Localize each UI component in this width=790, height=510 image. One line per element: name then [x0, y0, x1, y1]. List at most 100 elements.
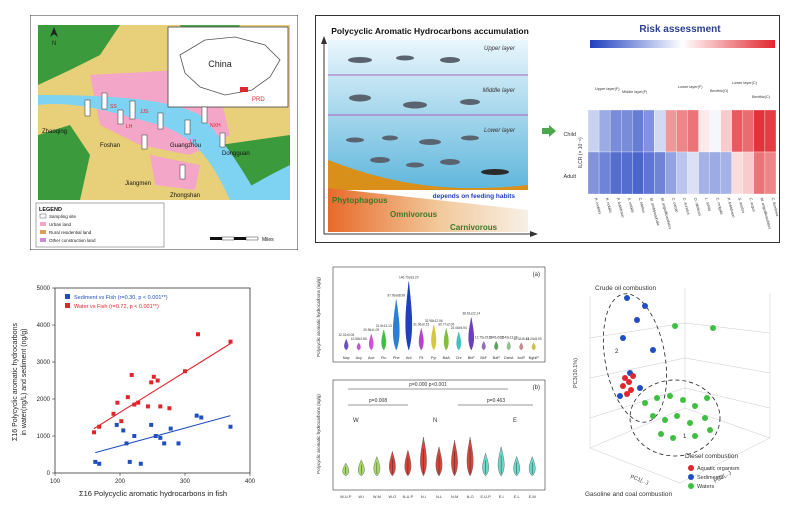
- violin-a-shape: [405, 281, 413, 351]
- x-tick-label: 400: [245, 479, 255, 485]
- risk-cell-adult: [731, 151, 743, 195]
- city-zhongshan: Zhongshan: [170, 193, 200, 199]
- legend-marker-sediment: [65, 294, 70, 299]
- pca-legend-marker-waters: [688, 483, 694, 489]
- pca-title: Crude oil combustion: [595, 285, 656, 292]
- risk-species-label: M. anguillicaudatus: [660, 197, 672, 230]
- violin-a-shape: [531, 342, 536, 351]
- city-guangzhou: Guangzhou: [170, 143, 201, 149]
- risk-cell-adult: [621, 151, 633, 195]
- scatter-point-0: [124, 441, 129, 446]
- violin-a-category: BaA: [443, 356, 451, 360]
- violin-a-peak-label: 21.9±13.13: [376, 324, 392, 328]
- violin-a-category: BkF: [480, 356, 487, 360]
- accumulation-title: Polycyclic Aromatic Hydrocarbons accumul…: [331, 26, 529, 36]
- risk-cell-adult: [665, 151, 677, 195]
- scatter-point-1: [136, 400, 141, 405]
- scatter-point-0: [168, 426, 173, 431]
- violin-b-tag: (b): [533, 385, 540, 391]
- violin-a-shape: [494, 340, 499, 351]
- violin-a-peak-label: 31.06±0.15: [413, 322, 429, 326]
- violin-a-shape: [344, 338, 349, 351]
- violin-a-peak-label: 11.24±5.93: [526, 337, 542, 341]
- violin-a-shape: [418, 328, 424, 351]
- risk-cell-adult: [753, 151, 766, 195]
- risk-species-label: L. rohita: [704, 197, 711, 211]
- legend-sediment: Sediment vs Fish (r=0.30, p < 0.001**): [74, 295, 168, 301]
- risk-cell-child: [643, 109, 655, 153]
- risk-cell-adult: [698, 151, 710, 195]
- violin-a-shape: [519, 342, 524, 351]
- violin-a-peak-label: 32.98±12.06: [425, 319, 443, 323]
- risk-colorbar: [590, 40, 775, 48]
- risk-title: Risk assessment: [639, 24, 721, 35]
- risk-row-child: Child: [563, 132, 576, 138]
- pca-axis-x: PC1(...): [629, 474, 649, 486]
- scatter-point-1: [155, 378, 160, 383]
- legend-item-rural: Rural residential land: [49, 230, 92, 235]
- risk-species-label: O. niloticus: [693, 197, 702, 216]
- legend-item-site: Sampling site: [49, 214, 77, 219]
- violin-b-category: W-U-P: [340, 495, 352, 499]
- pca-plot: Crude oil combustion 2 1 P: [573, 285, 771, 498]
- scatter-point-0: [121, 428, 126, 433]
- violin-a-peak-label: 97.99±68.99: [387, 294, 405, 298]
- risk-species-label: P. fulvidraco: [616, 197, 625, 218]
- x-tick-label: 300: [180, 479, 191, 485]
- scatter-point-1: [196, 332, 200, 337]
- scatter-point-1: [228, 339, 233, 344]
- scatter-ylabel-2: in water(ng/L) and sediment (ng/g): [21, 329, 28, 436]
- risk-species-label: C. carpio: [671, 197, 679, 213]
- risk-species-label: C. mrigala: [715, 197, 723, 215]
- violin-charts: (a) Polycyclic aromatic hydrocarbons (ng…: [316, 266, 546, 499]
- pca-right-label: Diesel combustion: [685, 453, 738, 460]
- legend-marker-water: [65, 303, 70, 308]
- violin-a-category: Phe: [393, 356, 400, 360]
- violin-a-shape: [431, 324, 437, 351]
- site-label-3: JJS: [140, 109, 149, 115]
- risk-cell-adult: [720, 151, 732, 195]
- pca-legend-marker-sediments: [688, 474, 694, 480]
- feeding-caption: depends on feeding habits: [433, 193, 516, 200]
- scatter-point-1: [158, 404, 163, 409]
- feeding-phytophagous: Phytophagous: [332, 196, 388, 205]
- cluster-2-label: 2: [615, 349, 619, 355]
- risk-panel: Risk assessment Upper layer(F) Middle lay…: [560, 18, 779, 240]
- violin-b-category: N-M: [451, 495, 458, 499]
- violin-b-category: W-M: [373, 495, 381, 499]
- violin-a-peak-label: 13.43±13.06: [500, 335, 518, 339]
- scatter-point-0: [162, 441, 167, 446]
- north-arrow-icon: [50, 27, 58, 37]
- y-tick-label: 4000: [37, 323, 51, 329]
- violin-b-category: E-L: [514, 495, 520, 499]
- scatter-point-0: [114, 422, 119, 427]
- risk-cell-child: [753, 109, 766, 153]
- risk-cell-child: [731, 109, 743, 153]
- risk-cell-adult: [687, 151, 699, 195]
- sediment: [328, 160, 528, 190]
- scatter-point-1: [151, 374, 156, 379]
- risk-cell-child: [609, 109, 622, 153]
- risk-heatmap: Risk assessment Upper layer(F)Middle lay…: [563, 24, 779, 230]
- risk-species-label: M. amblycephala: [649, 197, 660, 226]
- scatter-point-1: [167, 406, 172, 411]
- pca-axis-z: PC3(10.1%): [573, 358, 579, 388]
- accumulation-risk-panel: Polycyclic Aromatic Hydrocarbons accumul…: [315, 15, 780, 243]
- p-label-main: p=0.000 p<0.001: [409, 382, 447, 388]
- risk-cells: [587, 109, 777, 195]
- cluster-1-ellipse: [629, 379, 721, 457]
- risk-cell-child: [621, 109, 633, 153]
- scatter-point-1: [97, 424, 102, 429]
- scatter-point-0: [149, 422, 154, 427]
- risk-species-label: M. anguillicaudatus: [759, 197, 771, 230]
- site-label-1: SS: [110, 104, 117, 110]
- cluster-1-label: 1: [683, 434, 687, 440]
- risk-species-label: C. idellus: [638, 197, 646, 213]
- sampling-site-markers: [84, 92, 226, 180]
- scatter-point-0: [153, 434, 158, 438]
- pca-panel: Crude oil combustion 2 1 P: [565, 278, 787, 503]
- legend-water: Water vs Fish (r=0.72, p < 0.001**): [74, 304, 159, 310]
- violin-b-category: E-I: [499, 495, 504, 499]
- scatter-point-1: [125, 395, 130, 400]
- violin-a-category: Ant: [406, 356, 413, 360]
